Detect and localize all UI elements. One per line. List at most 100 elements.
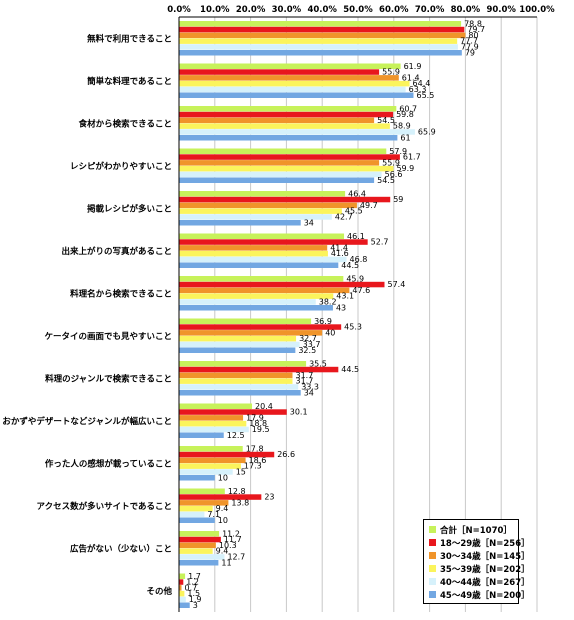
category-label: 広告がない（少ない）こと [70,543,172,554]
data-label: 11.2 [222,529,240,538]
tick-label: 50.0% [343,5,373,15]
tick-label: 60.0% [379,5,409,15]
bar [179,372,293,379]
bar [179,191,346,197]
legend-label: 40～44歳［N=267］ [440,577,530,588]
axes [178,16,537,612]
data-label: 61.9 [404,62,422,71]
data-label: 58.9 [393,122,411,131]
bar [179,305,333,311]
data-label: 41.4 [330,243,348,252]
data-label: 1.5 [187,589,200,598]
data-label: 59.8 [396,110,414,119]
data-label: 61.7 [403,153,421,162]
data-label: 61 [400,133,410,142]
data-label: 49.7 [360,201,378,210]
tick-label: 90.0% [486,5,516,15]
category-label: 掲載レシピが多いこと [87,203,172,214]
category-label: 食材から検索できること [79,118,172,129]
bar [179,517,215,523]
data-label: 0.7 [185,583,198,592]
category-label: 出来上がりの写真があること [61,246,172,257]
bar [179,602,190,608]
legend-swatch [429,552,436,559]
bar [179,129,415,135]
tick-label: 40.0% [307,5,337,15]
bar [179,446,243,452]
bar [179,21,462,27]
bar [179,250,328,257]
bar [179,92,414,98]
bar [179,560,219,566]
category-label: おかずやデザートなどジャンルが幅広いこと [2,416,172,427]
data-label: 15 [236,468,246,477]
data-label: 17.3 [244,462,262,471]
data-label: 1.7 [188,572,201,581]
bar [179,420,247,427]
bar [179,245,328,251]
bar [179,451,275,458]
legend-item: 30～34歳［N=145］ [429,549,530,562]
legend-swatch [429,539,436,546]
data-label: 63.3 [409,85,427,94]
legend-label: 30～34歳［N=145］ [440,551,530,562]
bar [179,335,297,342]
bar [179,106,397,112]
bar [179,44,458,50]
legend-swatch [429,526,436,533]
category-label: ケータイの画面でも見やすいこと [44,331,172,342]
data-label: 18.8 [249,419,267,428]
bar [179,531,220,537]
data-label: 34 [304,218,314,227]
data-label: 11 [221,558,231,567]
bar [179,596,186,603]
tick-label: 80.0% [451,5,481,15]
data-label: 57.4 [387,280,405,289]
data-label: 9.4 [216,504,229,513]
data-label: 31.7 [295,371,313,380]
bar [179,457,246,464]
bar [179,505,213,512]
bar [179,542,216,549]
bar [179,154,400,160]
data-label: 10 [218,473,228,482]
data-label: 79 [465,48,475,57]
category-label: 簡単な料理であること [87,76,172,87]
data-label: 41.6 [331,249,349,258]
data-label: 7.1 [207,510,220,519]
data-label: 61.4 [402,73,420,82]
legend-swatch [429,578,436,585]
legend: 合計［N=1070］ 18～29歳［N=256］ 30～34歳［N=145］ 35～3… [423,519,530,604]
bar [179,63,401,69]
data-label: 52.7 [371,238,389,247]
legend-swatch [429,565,436,572]
bar [179,511,205,518]
bar [179,26,465,33]
bar [179,208,342,214]
data-label: 12.7 [227,553,245,562]
data-label: 78.8 [464,19,482,28]
data-label: 1.2 [186,578,199,587]
bar [179,214,332,220]
bar [179,548,213,554]
data-label: 80 [468,31,478,40]
bar [179,239,368,245]
bar [179,361,307,367]
legend-item: 35～39歳［N=202］ [429,562,530,575]
bar [179,390,301,396]
data-label: 77.9 [461,43,479,52]
bar [179,165,394,172]
bar [179,50,462,56]
data-label: 3 [193,601,198,610]
data-label: 17.8 [246,444,264,453]
bar [179,341,300,348]
data-label: 34 [304,388,314,397]
bar [179,117,375,124]
bar [179,69,380,75]
tick-label: 30.0% [272,5,302,15]
data-label: 10 [218,516,228,525]
category-label: その他 [146,586,172,597]
tick-label: 0.0% [167,5,191,15]
legend-item: 合計［N=1070］ [429,523,514,536]
